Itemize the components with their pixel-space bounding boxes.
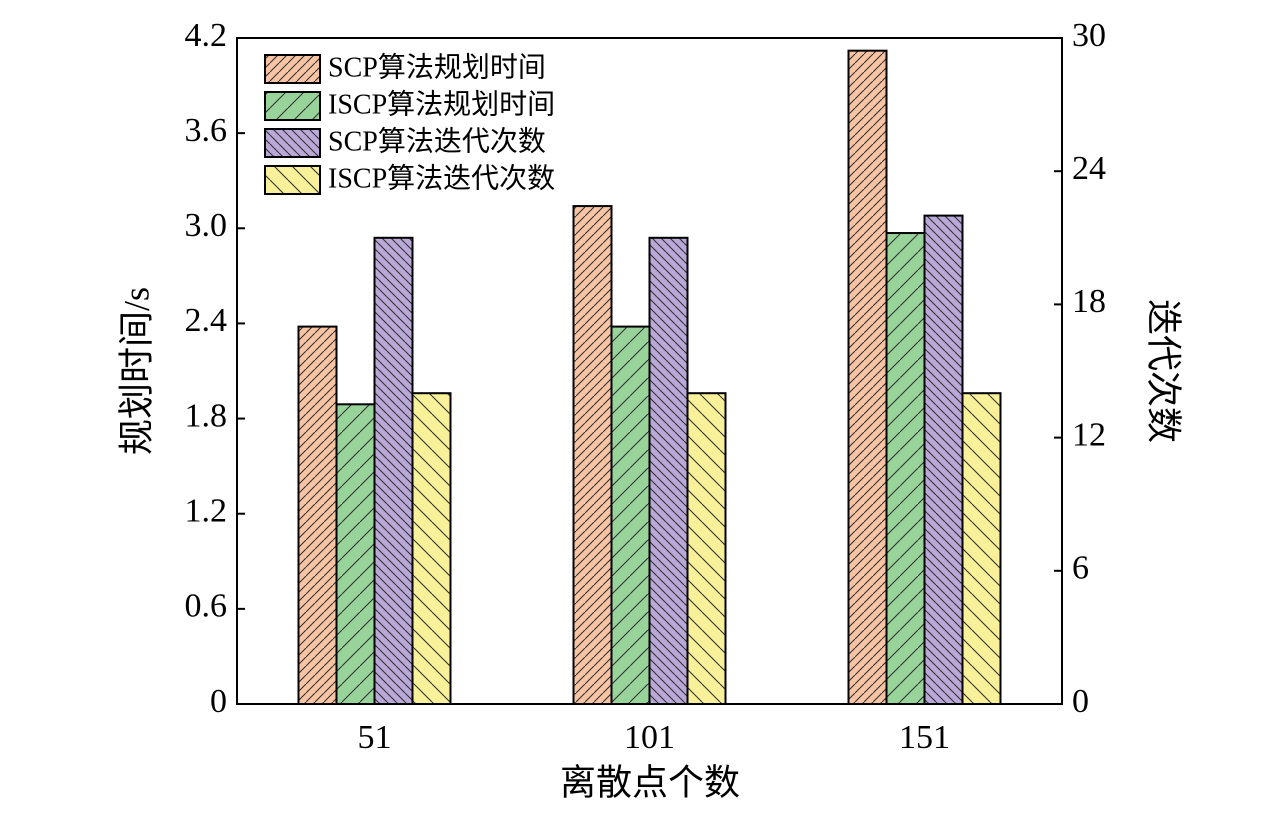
- bar: [686, 392, 727, 705]
- y-tick-label: 0: [210, 683, 227, 720]
- bar: [373, 236, 414, 706]
- y-tick-label: 4.2: [185, 17, 228, 54]
- y-tick-label: 1.8: [185, 397, 228, 434]
- y2-tick-label: 0: [1072, 683, 1089, 720]
- legend-label: ISCP算法迭代次数: [328, 162, 555, 194]
- legend-swatch: [264, 165, 321, 195]
- y2-axis-title: 迭代次数: [1144, 299, 1184, 443]
- bar: [335, 403, 376, 705]
- y-tick-label: 1.2: [185, 493, 228, 530]
- bar: [923, 214, 964, 705]
- bar: [572, 205, 613, 705]
- bar: [885, 232, 926, 706]
- legend-label: ISCP算法规划时间: [328, 88, 555, 120]
- x-axis-title: 离散点个数: [560, 762, 740, 802]
- y-tick-label: 2.4: [185, 302, 228, 339]
- y2-tick-label: 30: [1072, 17, 1106, 54]
- y-tick-label: 3.0: [185, 207, 228, 244]
- legend-label: SCP算法迭代次数: [328, 125, 546, 157]
- bar: [847, 49, 888, 705]
- y-tick-label: 0.6: [185, 588, 228, 625]
- bar: [648, 236, 689, 706]
- bar: [297, 325, 338, 705]
- legend-swatch: [264, 91, 321, 121]
- x-tick-label: 151: [899, 719, 950, 756]
- y2-tick-label: 12: [1072, 416, 1106, 453]
- y2-tick-label: 24: [1072, 150, 1106, 187]
- y2-tick-label: 18: [1072, 283, 1106, 320]
- y-axis-title: 规划时间/s: [116, 287, 156, 455]
- y-tick-label: 3.6: [185, 112, 228, 149]
- legend-swatch: [264, 128, 321, 158]
- bar: [411, 392, 452, 705]
- bar: [610, 325, 651, 705]
- y2-tick-label: 6: [1072, 550, 1089, 587]
- legend-swatch: [264, 54, 321, 84]
- bar: [961, 392, 1002, 705]
- x-tick-label: 101: [624, 719, 675, 756]
- x-tick-label: 51: [358, 719, 392, 756]
- legend-label: SCP算法规划时间: [328, 51, 546, 83]
